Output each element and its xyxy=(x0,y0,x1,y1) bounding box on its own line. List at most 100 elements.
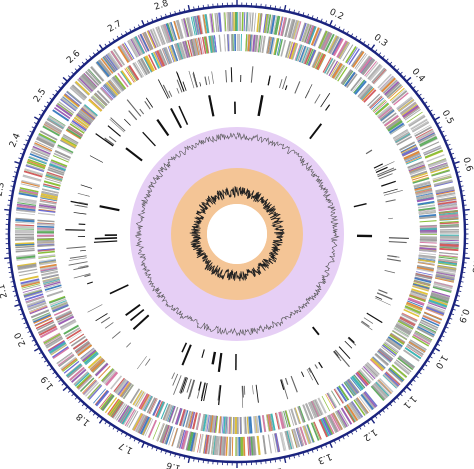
scale-tick-label: 1.2 xyxy=(361,426,378,442)
minor-tick xyxy=(459,281,464,283)
minor-tick xyxy=(155,447,158,452)
forward-gene xyxy=(432,286,452,293)
forward-gene xyxy=(52,109,70,122)
forward-gene xyxy=(37,323,56,334)
reverse-gene xyxy=(55,310,72,319)
forward-gene xyxy=(438,210,458,214)
reverse-gene xyxy=(39,200,57,205)
forward-gene xyxy=(205,434,210,454)
minor-tick xyxy=(25,326,29,329)
reverse-gene xyxy=(394,326,410,336)
reverse-gene xyxy=(419,244,437,248)
rna-gene xyxy=(333,350,339,357)
reverse-gene xyxy=(71,119,87,132)
forward-gene xyxy=(371,384,386,401)
forward-gene xyxy=(88,68,102,84)
minor-tick xyxy=(350,33,354,37)
reverse-gene xyxy=(403,150,420,160)
reverse-gene xyxy=(67,331,83,341)
reverse-gene xyxy=(413,280,431,286)
rna-gene xyxy=(78,264,89,268)
reverse-gene xyxy=(37,248,55,251)
forward-gene xyxy=(413,333,431,345)
forward-gene xyxy=(32,312,51,323)
forward-gene xyxy=(437,202,457,206)
reverse-gene xyxy=(394,325,411,336)
minor-tick xyxy=(74,68,78,72)
forward-gene xyxy=(305,424,314,443)
forward-gene xyxy=(211,13,215,33)
scale-tick-label: 1.4 xyxy=(267,465,283,469)
forward-gene xyxy=(60,356,77,370)
forward-gene xyxy=(247,12,250,32)
forward-gene xyxy=(426,305,445,314)
forward-gene xyxy=(432,175,452,182)
reverse-gene xyxy=(344,381,356,396)
reverse-gene xyxy=(43,183,60,189)
reverse-gene xyxy=(401,146,418,156)
forward-gene xyxy=(189,432,196,452)
reverse-gene xyxy=(187,411,193,428)
forward-gene xyxy=(287,430,295,449)
forward-gene xyxy=(339,409,350,426)
forward-gene xyxy=(197,15,203,35)
forward-gene xyxy=(245,12,248,32)
reverse-gene xyxy=(219,416,223,434)
forward-gene xyxy=(95,390,110,407)
forward-gene xyxy=(318,419,329,438)
forward-gene xyxy=(62,359,78,372)
forward-gene xyxy=(31,149,50,158)
reverse-gene xyxy=(342,70,354,86)
forward-gene xyxy=(414,126,432,137)
reverse-gene xyxy=(305,403,314,420)
forward-gene xyxy=(180,430,187,450)
reverse-gene xyxy=(58,315,75,326)
forward-gene xyxy=(160,24,169,44)
minor-tick xyxy=(92,412,96,416)
forward-gene xyxy=(435,186,455,192)
forward-gene xyxy=(313,421,322,440)
forward-gene xyxy=(388,368,404,382)
forward-gene xyxy=(350,50,364,68)
forward-gene xyxy=(100,57,114,74)
reverse-gene xyxy=(338,385,350,401)
reverse-gene xyxy=(140,394,150,410)
reverse-gene xyxy=(378,107,393,119)
major-tick xyxy=(434,347,440,352)
reverse-gene xyxy=(190,39,195,57)
minor-tick xyxy=(13,294,18,297)
minor-tick xyxy=(46,363,51,367)
minor-tick xyxy=(89,409,92,413)
reverse-gene xyxy=(351,375,364,390)
rna-gene xyxy=(338,346,351,360)
reverse-gene xyxy=(48,166,65,174)
reverse-gene xyxy=(61,321,77,331)
reverse-gene xyxy=(355,372,368,387)
reverse-gene xyxy=(302,404,311,421)
forward-gene xyxy=(71,84,88,99)
mobile-element xyxy=(94,237,118,240)
reverse-gene xyxy=(283,410,289,428)
forward-gene xyxy=(438,203,458,208)
forward-gene xyxy=(412,121,430,133)
forward-gene xyxy=(439,225,459,229)
reverse-gene xyxy=(80,108,95,121)
reverse-gene xyxy=(191,38,197,56)
forward-gene xyxy=(284,18,291,38)
minor-tick xyxy=(92,52,96,56)
reverse-gene xyxy=(42,274,59,280)
reverse-gene xyxy=(75,342,91,354)
minor-tick xyxy=(382,55,385,59)
forward-gene xyxy=(392,90,408,104)
reverse-gene xyxy=(110,375,123,390)
forward-gene xyxy=(287,18,294,38)
minor-tick xyxy=(129,435,132,440)
reverse-gene xyxy=(72,118,88,130)
forward-gene xyxy=(298,22,307,42)
forward-gene xyxy=(395,359,412,373)
reverse-gene xyxy=(132,63,142,79)
rna-gene xyxy=(366,312,383,324)
minor-tick xyxy=(457,290,462,292)
minor-tick xyxy=(415,375,419,379)
minor-tick xyxy=(374,49,378,53)
